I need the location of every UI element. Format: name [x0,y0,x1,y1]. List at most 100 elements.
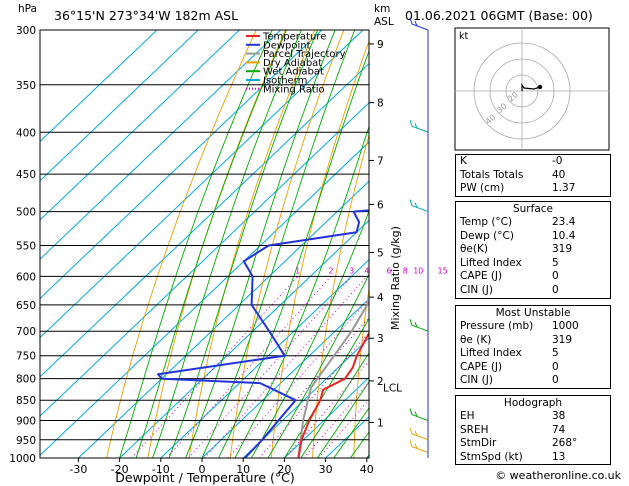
legend-item-label: Isotherm [263,76,307,87]
legend-item-label: Parcel Trajectory [263,49,346,60]
table-row: CIN (J) 0 [460,374,559,387]
parcel-trajectory-line [297,300,369,458]
table-row: CIN (J) 0 [460,283,559,296]
pressure-tick-label: 1000 [9,453,36,465]
hodograph-table: Hodograph EH 38 SREH 74 StmDir 268° StmSpd … [455,395,611,466]
mixing-ratio-line [188,276,353,458]
chart-header-datetime: 01.06.2021 06GMT (Base: 00) [405,8,593,23]
mixing-ratio-line [227,298,369,458]
isotherm-line [40,141,369,457]
legend-item-label: Dry Adiabat [263,58,322,69]
wind-barb-staff [411,446,429,454]
wind-barb-flag [414,443,418,449]
wind-barb-staff [411,414,429,422]
temp-tick-label: 40 [360,463,374,476]
table-row: PW (cm) 1.37 [460,182,576,195]
wind-barb-staff [411,23,429,31]
table-row: θe(K) 319 [460,243,573,256]
isotherm-line [201,298,369,458]
km-tick-label: 3 [377,333,384,345]
wind-barb-staff [411,125,429,133]
mixing-ratio-line [204,276,368,458]
km-tick-label: 4 [377,292,384,304]
temp-tick-label: -20 [111,463,129,476]
x-axis-label: Dewpoint / Temperature (°C) [115,470,294,485]
legend-item-label: Wet Adiabat [263,67,324,78]
pressure-tick-label: 600 [16,271,36,283]
isotherm-line [40,30,199,182]
wind-barb-flag [414,322,418,328]
pressure-tick-label: 700 [16,326,36,338]
isotherm-line [242,337,369,458]
km-tick-label: 7 [377,155,384,167]
pressure-tick-label: 650 [16,300,36,312]
isotherm-line [40,30,323,300]
pressure-tick-label: 300 [16,25,36,37]
wind-barb-staff [411,324,429,332]
mixing-ratio-line [284,360,369,458]
temp-tick-label: 20 [277,463,291,476]
isotherm-line [78,180,369,458]
hodograph-trace [521,83,541,91]
temp-tick-label: 10 [236,463,250,476]
wind-barb-flag [409,17,413,25]
hodograph-storm-point [537,84,543,90]
table-row: Lifted Index 5 [460,256,559,269]
legend-item-label: Mixing Ratio [263,84,325,95]
dewpoint-line [157,209,369,458]
isotherm-line [40,62,369,378]
mixing-ratio-axis-label: Mixing Ratio (g/kg) [389,226,402,330]
wet-adiabat [300,352,369,458]
pressure-tick-label: 850 [16,395,36,407]
table-row: Lifted Index 5 [460,347,559,360]
lcl-label: LCL [383,382,402,394]
mixing-ratio-label: 2 [329,266,334,275]
pressure-tick-label: 900 [16,416,36,428]
mixing-ratio-label: 1 [295,266,300,275]
isotherm-line [40,30,158,143]
mixing-ratio-label: 8 [403,266,408,275]
table-row: StmDir 268° [460,437,578,450]
table-row: Pressure (mb) 1000 [460,320,579,332]
table-row: Temp (°C) 23.4 [460,216,576,228]
wind-barb-flag [409,199,413,206]
wet-adiabat [119,30,273,458]
pressure-tick-label: 550 [16,240,36,252]
km-tick-label: 9 [377,39,384,51]
isotherm-line [160,259,369,458]
wind-barb-flag [414,411,418,417]
table-row: K -0 [460,155,563,167]
mixing-ratio-label: 4 [364,266,369,275]
legend-item-label: Dewpoint [263,40,311,51]
isotherm-line [40,30,281,260]
temp-tick-label: -30 [69,463,87,476]
wind-barb-staff [411,205,429,213]
temp-tick-label: 0 [199,463,206,476]
pressure-tick-label: 450 [16,169,36,181]
pressure-tick-label: 750 [16,351,36,363]
temp-tick-label: 30 [319,463,333,476]
table-row: θe (K) 319 [460,333,573,346]
wind-barb-flag [409,440,413,447]
table-row: Totals Totals 40 [460,168,566,181]
wind-barb-flag [414,430,418,436]
mixing-ratio-label: 3 [349,266,354,275]
most-unstable-table: Most Unstable Pressure (mb) 1000 θe (K) 31… [455,305,611,389]
dry-adiabat [620,30,629,458]
wind-barb-staff [411,433,429,441]
km-tick-label: 1 [377,418,384,430]
pressure-tick-label: 500 [16,207,36,219]
pressure-tick-label: 950 [16,435,36,447]
mixing-ratio-line [258,331,369,458]
wind-barb-flag [414,123,418,129]
wind-barb-flag [409,319,413,326]
table-row: CAPE (J) 0 [460,270,559,283]
dry-adiabat [106,30,257,458]
wind-barbs [409,17,429,458]
isotherm-line [40,102,369,417]
table-row: Dewp (°C) 10.4 [460,229,576,242]
table-row: StmSpd (kt) 13 [460,450,566,463]
wind-barb-flag [409,120,413,127]
